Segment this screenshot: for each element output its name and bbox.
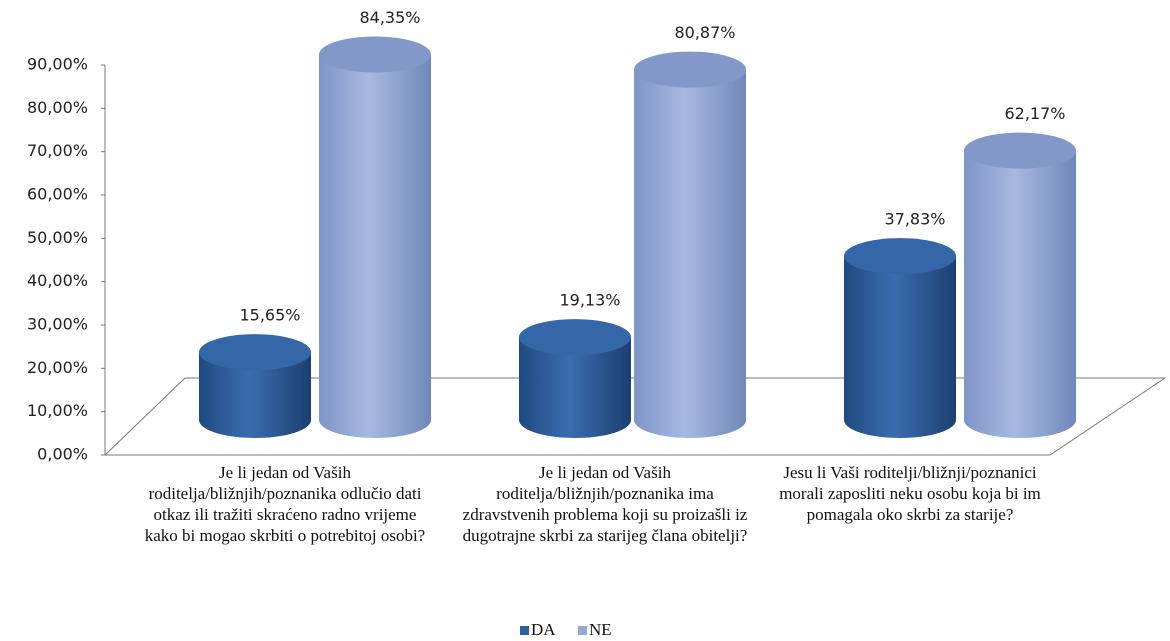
- data-label: 84,35%: [359, 8, 420, 27]
- y-tick-label: 90,00%: [27, 55, 88, 74]
- legend-swatch: [578, 626, 587, 635]
- cylinder-top: [964, 132, 1076, 169]
- legend-swatch: [520, 626, 529, 635]
- data-label: 62,17%: [1004, 104, 1065, 123]
- cylinder: [964, 150, 1076, 438]
- cylinder-top: [199, 334, 311, 371]
- cylinder-top: [519, 319, 631, 356]
- floor: [104, 65, 1167, 456]
- legend-label: DA: [531, 620, 556, 639]
- legend-label: NE: [589, 620, 612, 639]
- data-label: 15,65%: [239, 306, 300, 325]
- x-tick-label: Je li jedan od Vaših roditelja/bližnjih/…: [144, 463, 426, 545]
- cylinder: [519, 337, 631, 438]
- data-label: 37,83%: [884, 210, 945, 229]
- y-tick-label: 70,00%: [27, 141, 88, 160]
- y-tick-label: 20,00%: [27, 358, 88, 377]
- cylinder-top: [634, 51, 746, 88]
- cylinder: [844, 256, 956, 438]
- data-label: 80,87%: [674, 23, 735, 42]
- y-tick-label: 0,00%: [37, 445, 88, 464]
- y-tick-label: 10,00%: [27, 401, 88, 420]
- cylinder: [199, 352, 311, 438]
- cylinder: [634, 69, 746, 439]
- cylinder: [319, 54, 431, 438]
- cylinder-top: [844, 238, 956, 275]
- data-label: 19,13%: [559, 291, 620, 310]
- y-tick-label: 60,00%: [27, 185, 88, 204]
- y-tick-label: 80,00%: [27, 98, 88, 117]
- x-tick-label: Je li jedan od Vaših roditelja/bližnjih/…: [462, 463, 748, 545]
- y-tick-label: 50,00%: [27, 228, 88, 247]
- y-tick-label: 40,00%: [27, 271, 88, 290]
- cylinder-top: [319, 36, 431, 73]
- y-tick-label: 30,00%: [27, 315, 88, 334]
- x-tick-label: Jesu li Vaši roditelji/bližnji/poznanici…: [779, 463, 1041, 524]
